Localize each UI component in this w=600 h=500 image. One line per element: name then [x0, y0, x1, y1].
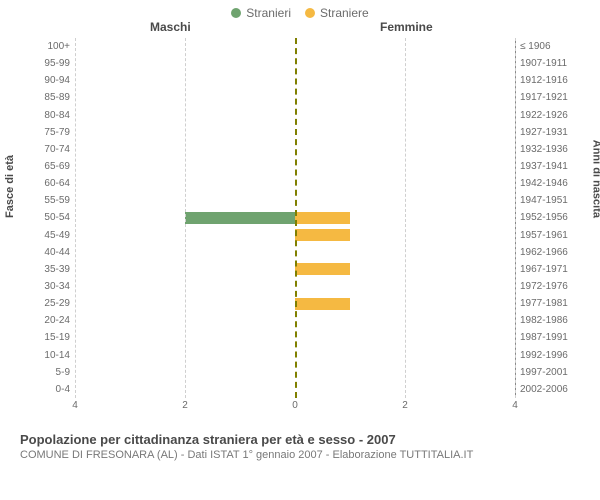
- birth-year-label: 1907-1911: [520, 55, 580, 72]
- legend-item-male: Stranieri: [231, 6, 291, 20]
- birth-year-label: 1957-1961: [520, 227, 580, 244]
- birth-year-label: 1947-1951: [520, 192, 580, 209]
- legend-swatch-female: [305, 8, 315, 18]
- birth-year-label: 1962-1966: [520, 244, 580, 261]
- age-label: 95-99: [25, 55, 70, 72]
- age-label: 85-89: [25, 89, 70, 106]
- birth-year-label: 1977-1981: [520, 295, 580, 312]
- header-female: Femmine: [380, 20, 433, 34]
- birth-year-label: 1917-1921: [520, 89, 580, 106]
- birth-year-label: 1992-1996: [520, 347, 580, 364]
- birth-year-label: 1972-1976: [520, 278, 580, 295]
- legend-swatch-male: [231, 8, 241, 18]
- birth-year-label: 1967-1971: [520, 261, 580, 278]
- female-bar: [295, 263, 350, 275]
- caption-subtitle: COMUNE DI FRESONARA (AL) - Dati ISTAT 1°…: [20, 449, 600, 461]
- birth-year-label: 1997-2001: [520, 364, 580, 381]
- legend-label-male: Stranieri: [246, 6, 291, 20]
- birth-year-label: 1912-1916: [520, 72, 580, 89]
- age-label: 80-84: [25, 107, 70, 124]
- gridline: [515, 38, 516, 398]
- gridline: [185, 38, 186, 398]
- female-bar: [295, 298, 350, 310]
- chart: Fasce di età Anni di nascita 100+≤ 19069…: [20, 38, 580, 428]
- x-tick: 4: [72, 400, 78, 411]
- x-tick: 2: [402, 400, 408, 411]
- age-label: 10-14: [25, 347, 70, 364]
- header-male: Maschi: [150, 20, 191, 34]
- x-tick: 2: [182, 400, 188, 411]
- birth-year-label: ≤ 1906: [520, 38, 580, 55]
- age-label: 35-39: [25, 261, 70, 278]
- age-label: 60-64: [25, 175, 70, 192]
- birth-year-label: 1952-1956: [520, 209, 580, 226]
- legend: Stranieri Straniere: [0, 0, 600, 20]
- age-label: 55-59: [25, 192, 70, 209]
- birth-year-label: 2002-2006: [520, 381, 580, 398]
- caption-title: Popolazione per cittadinanza straniera p…: [20, 432, 600, 447]
- age-label: 0-4: [25, 381, 70, 398]
- center-axis: [295, 38, 297, 398]
- age-label: 5-9: [25, 364, 70, 381]
- gridline: [75, 38, 76, 398]
- birth-year-label: 1982-1986: [520, 312, 580, 329]
- age-label: 90-94: [25, 72, 70, 89]
- birth-year-label: 1927-1931: [520, 124, 580, 141]
- age-label: 40-44: [25, 244, 70, 261]
- legend-item-female: Straniere: [305, 6, 369, 20]
- age-label: 25-29: [25, 295, 70, 312]
- x-tick: 4: [512, 400, 518, 411]
- age-label: 70-74: [25, 141, 70, 158]
- age-label: 15-19: [25, 329, 70, 346]
- y-axis-title-left: Fasce di età: [4, 155, 16, 218]
- birth-year-label: 1932-1936: [520, 141, 580, 158]
- age-label: 50-54: [25, 209, 70, 226]
- chart-area: [75, 38, 516, 398]
- male-bar: [185, 212, 295, 224]
- x-tick: 0: [292, 400, 298, 411]
- birth-year-label: 1942-1946: [520, 175, 580, 192]
- female-bar: [295, 212, 350, 224]
- birth-year-label: 1987-1991: [520, 329, 580, 346]
- age-label: 30-34: [25, 278, 70, 295]
- legend-label-female: Straniere: [320, 6, 369, 20]
- y-axis-title-right: Anni di nascita: [590, 140, 600, 218]
- female-bar: [295, 229, 350, 241]
- age-label: 75-79: [25, 124, 70, 141]
- gridline: [405, 38, 406, 398]
- birth-year-label: 1937-1941: [520, 158, 580, 175]
- caption: Popolazione per cittadinanza straniera p…: [20, 432, 600, 461]
- age-label: 20-24: [25, 312, 70, 329]
- age-label: 65-69: [25, 158, 70, 175]
- age-label: 100+: [25, 38, 70, 55]
- age-label: 45-49: [25, 227, 70, 244]
- column-headers: Maschi Femmine: [0, 20, 600, 38]
- birth-year-label: 1922-1926: [520, 107, 580, 124]
